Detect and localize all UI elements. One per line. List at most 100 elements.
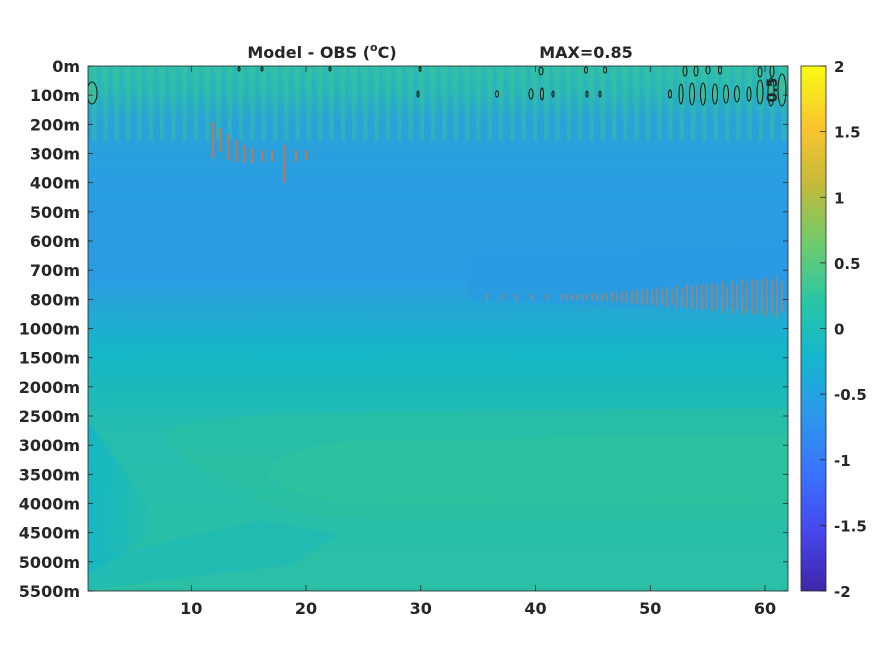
chart-title-unit: C) — [378, 43, 397, 62]
surface-stripe-cold — [639, 66, 643, 121]
surface-stripe-cold — [707, 66, 711, 121]
contour-ring — [705, 66, 711, 75]
x-tick-label: 10 — [180, 599, 202, 618]
surface-stripe-cold — [572, 66, 576, 121]
surface-stripe — [657, 66, 662, 141]
surface-stripe-cold — [413, 66, 417, 121]
surface-stripe-cold — [504, 66, 508, 121]
surface-stripe — [284, 66, 289, 141]
mid-depth-cold-band — [470, 245, 788, 312]
surface-stripe-cold — [267, 66, 270, 121]
contour-ring — [598, 90, 602, 98]
surface-stripe-cold — [187, 66, 191, 121]
chart-title-degree: o — [370, 41, 378, 54]
surface-stripe — [521, 66, 526, 141]
surface-stripe — [634, 66, 639, 141]
surface-stripe-cold — [741, 66, 745, 121]
surface-stripe-cold — [549, 66, 553, 121]
y-tick-label: 500m — [30, 203, 80, 222]
surface-stripe — [182, 66, 187, 141]
contour-ring — [603, 66, 607, 74]
surface-stripe-cold — [673, 66, 677, 121]
surface-stripe-cold — [391, 66, 395, 121]
y-tick-label: 800m — [30, 290, 80, 309]
surface-stripe-cold — [662, 66, 666, 121]
contour-ring — [528, 88, 534, 100]
surface-stripe-cold — [764, 66, 768, 121]
contour-ring — [746, 86, 752, 102]
surface-stripe — [611, 66, 617, 141]
surface-stripe-cold — [730, 66, 734, 121]
surface-stripe — [431, 66, 436, 141]
surface-stripe-cold — [470, 66, 474, 121]
surface-stripe — [261, 66, 266, 141]
surface-stripe — [589, 66, 594, 141]
x-axis: 10 20 30 40 50 60 — [180, 66, 776, 618]
y-tick-label: 400m — [30, 174, 80, 193]
contour-ring — [689, 82, 695, 106]
surface-stripe — [498, 66, 504, 141]
x-tick-label: 30 — [410, 599, 432, 618]
surface-stripe-cold — [436, 66, 440, 121]
surface-stripe-cold — [685, 66, 689, 121]
surface-stripe-cold — [278, 66, 282, 121]
chart-max-label: MAX=0.85 — [539, 43, 633, 62]
surface-stripe-cold — [131, 66, 135, 121]
surface-stripe — [193, 66, 199, 141]
surface-stripe-cold — [199, 66, 203, 121]
surface-stripe — [148, 66, 153, 141]
mid-anomaly-spikes — [486, 275, 783, 319]
surface-stripe — [114, 66, 120, 141]
surface-stripe-cold — [696, 66, 700, 121]
surface-stripe — [295, 66, 300, 141]
y-tick-label: 0m — [52, 57, 80, 76]
deep-warm-core — [265, 437, 788, 505]
y-tick-label: 5500m — [19, 582, 80, 601]
contour-ring — [718, 66, 722, 75]
colorbar-ticks: 2 1.5 1 0.5 0 -0.5 -1 -1.5 -2 — [820, 58, 867, 601]
surface-stripe-cold — [560, 66, 564, 121]
surface-stripe-cold — [255, 66, 259, 121]
contour-ring — [88, 81, 98, 105]
surface-stripe-cold — [346, 66, 350, 121]
chart-title: Model - OBS (oC) — [247, 41, 396, 62]
colorbar-tick-label: -1.5 — [834, 517, 867, 535]
surface-stripe-cold — [606, 66, 609, 121]
surface-stripe — [125, 66, 131, 141]
surface-stripe — [623, 66, 628, 141]
surface-stripe — [724, 66, 730, 141]
surface-stripe-cold — [651, 66, 655, 121]
contour-ring — [757, 66, 763, 78]
colorbar-tick-label: -1 — [834, 452, 851, 470]
y-tick-label: 1500m — [19, 349, 80, 368]
contour-ring — [769, 66, 775, 78]
y-tick-label: 1000m — [19, 320, 80, 339]
y-tick-label: 3500m — [19, 465, 80, 484]
colorbar-tick-label: 1.5 — [834, 124, 861, 142]
surface-stripe-cold — [481, 66, 485, 121]
surface-stripe — [566, 66, 572, 141]
surface-stripe — [645, 66, 651, 141]
surface-stripe — [600, 66, 605, 141]
surface-stripe-cold — [300, 66, 304, 121]
y-tick-label: 600m — [30, 232, 80, 251]
contour-ring — [584, 66, 588, 74]
surface-stripe-cold — [165, 66, 169, 121]
surface-stripe-cold — [752, 66, 756, 121]
contour-ring — [678, 83, 684, 105]
surface-stripe — [555, 66, 560, 141]
surface-stripe — [544, 66, 549, 141]
surface-stripe-cold — [526, 66, 530, 121]
surface-stripe-cold — [244, 66, 248, 121]
surface-stripe — [487, 66, 492, 141]
surface-stripe-cold — [368, 66, 372, 121]
surface-stripe — [419, 66, 425, 141]
surface-stripe-cold — [617, 66, 621, 121]
y-tick-label: 2500m — [19, 407, 80, 426]
colorbar-tick-label: 0.5 — [834, 255, 861, 273]
contour-lines — [88, 66, 787, 107]
surface-stripe — [577, 66, 583, 141]
contour-ring — [734, 85, 740, 103]
surface-stripe-cold — [120, 66, 124, 121]
surface-stripe-cold — [334, 66, 338, 121]
